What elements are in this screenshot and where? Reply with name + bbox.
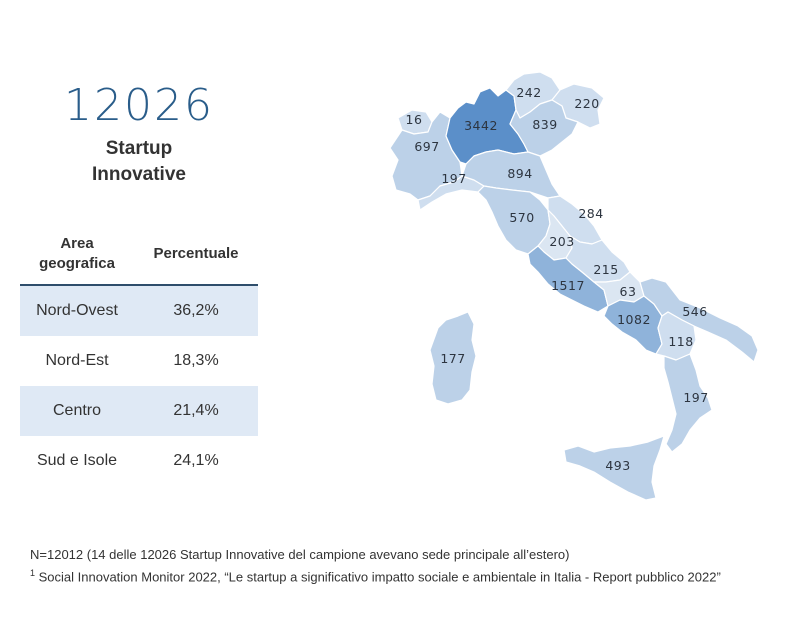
kpi-number: 12026: [64, 80, 214, 131]
label-valle-aosta: 16: [406, 112, 423, 127]
label-liguria: 197: [441, 171, 466, 186]
area-cell: Nord-Est: [45, 352, 109, 369]
label-lombardia: 3442: [464, 118, 498, 133]
footnotes: N=12012 (14 delle 12026 Startup Innovati…: [30, 545, 770, 586]
header-area-line1: Area: [60, 235, 94, 252]
region-sardegna: [429, 311, 477, 405]
table-header-row: Area geografica Percentuale: [20, 234, 258, 285]
label-lazio: 1517: [551, 278, 585, 293]
pct-cell: 18,3%: [173, 352, 219, 369]
kpi-label-line1: Startup: [105, 138, 173, 159]
source-note: 1 Social Innovation Monitor 2022, “Le st…: [30, 564, 770, 586]
region-calabria: [663, 353, 713, 453]
source-text: Social Innovation Monitor 2022, “Le star…: [35, 569, 721, 585]
italy-map: 16 697 3442 242 839 220 197 894 570 284 …: [380, 60, 780, 520]
label-molise: 63: [620, 284, 637, 299]
area-cell: Nord-Ovest: [20, 285, 134, 336]
label-calabria: 197: [683, 390, 708, 405]
area-cell: Sud e Isole: [36, 452, 118, 469]
label-puglia: 546: [682, 304, 707, 319]
label-basilicata: 118: [668, 334, 693, 349]
label-sicilia: 493: [605, 458, 630, 473]
table-row: Centro 21,4%: [20, 386, 258, 436]
kpi-label-line2: Innovative: [92, 164, 186, 185]
label-abruzzo: 215: [593, 262, 618, 277]
area-cell: Centro: [20, 386, 134, 436]
pct-cell: 36,2%: [134, 285, 258, 336]
table-row: Nord-Est 18,3%: [20, 336, 258, 386]
label-umbria: 203: [549, 234, 574, 249]
kpi-label: Startup Innovative: [20, 136, 258, 188]
header-percentage: Percentuale: [153, 245, 239, 262]
label-sardegna: 177: [440, 351, 465, 366]
header-area-line2: geografica: [39, 255, 115, 272]
label-toscana: 570: [509, 210, 534, 225]
pct-cell: 24,1%: [173, 452, 219, 469]
region-sicilia: [563, 435, 665, 501]
sample-note: N=12012 (14 delle 12026 Startup Innovati…: [30, 547, 570, 562]
table-row: Sud e Isole 24,1%: [20, 436, 258, 486]
region-veneto: [509, 99, 579, 157]
footnote-mark: 1: [30, 568, 36, 578]
area-percentage-table: Area geografica Percentuale Nord-Ovest 3…: [20, 234, 258, 486]
label-veneto: 839: [532, 117, 557, 132]
table-row: Nord-Ovest 36,2%: [20, 285, 258, 336]
header-area: Area geografica: [20, 234, 134, 285]
label-trentino: 242: [516, 85, 541, 100]
label-friuli: 220: [574, 96, 599, 111]
label-marche: 284: [578, 206, 603, 221]
pct-cell: 21,4%: [134, 386, 258, 436]
kpi-block: 12026 Startup Innovative: [20, 80, 258, 188]
label-piemonte: 697: [414, 139, 439, 154]
label-campania: 1082: [617, 312, 651, 327]
label-emilia: 894: [507, 166, 532, 181]
